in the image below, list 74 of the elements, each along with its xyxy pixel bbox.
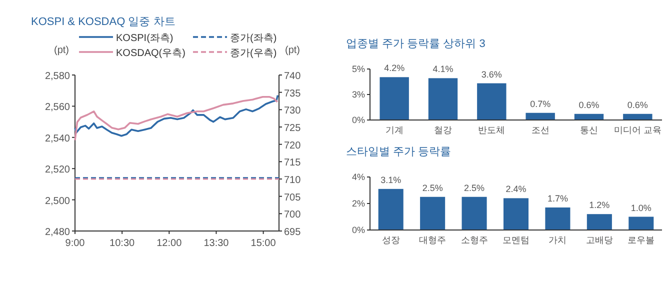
legend-label: 종가(좌측) — [230, 33, 277, 44]
bar — [623, 114, 652, 120]
bar — [462, 196, 487, 230]
y-tick-label: 2,520 — [44, 164, 70, 176]
y-tick-label: 0% — [352, 115, 365, 125]
chart-title: 스타일별 주가 등락률 — [346, 146, 452, 158]
x-tick-label: 로우볼 — [628, 235, 655, 245]
bar — [526, 112, 555, 120]
data-label: 1.2% — [589, 200, 610, 210]
data-label: 0.7% — [530, 98, 551, 109]
x-tick-label: 미디어 교육 — [614, 125, 662, 135]
bar — [477, 83, 506, 120]
bar — [378, 188, 404, 230]
y2-tick-label: 710 — [284, 175, 302, 186]
y2-tick-label: 725 — [284, 123, 302, 134]
bar — [545, 207, 570, 230]
data-label: 3.1% — [380, 174, 402, 185]
x-tick-label: 철강 — [434, 125, 452, 135]
chart-title: KOSPI & KOSDAQ 일중 차트 — [31, 16, 176, 28]
y2-tick-label: 700 — [284, 210, 302, 221]
data-label: 2.5% — [464, 182, 485, 193]
data-label: 1.0% — [630, 202, 652, 213]
bar — [503, 198, 529, 230]
y2-tick-label: 735 — [284, 88, 302, 100]
x-tick-label: 소형주 — [460, 235, 488, 245]
x-tick-label: 13:30 — [204, 238, 230, 249]
y-tick-label: 5% — [352, 64, 365, 74]
data-label: 2.4% — [506, 184, 526, 194]
data-label: 1.7% — [547, 193, 568, 204]
data-label: 0.6% — [627, 100, 648, 110]
data-label: 0.6% — [578, 100, 600, 110]
chart-title: 업종별 주가 등락률 상하위 3 — [346, 38, 486, 50]
y2-tick-label: 705 — [284, 192, 302, 204]
legend-label: 종가(우측) — [230, 48, 277, 59]
y2-tick-label: 695 — [284, 227, 302, 238]
y-tick-label: 2,560 — [44, 102, 70, 114]
y-tick-label: 2,540 — [44, 133, 70, 144]
x-tick-label: 가치 — [548, 235, 567, 245]
x-tick-label: 조선 — [531, 125, 550, 135]
y-tick-label: 2,480 — [44, 227, 70, 238]
x-tick-label: 반도체 — [478, 125, 506, 135]
bar — [428, 78, 458, 120]
y-tick-label: 0% — [352, 225, 365, 235]
x-tick-label: 고배당 — [586, 235, 613, 245]
data-label: 4.1% — [432, 64, 454, 74]
y-axis-title: (pt) — [54, 45, 69, 56]
bar — [628, 216, 654, 230]
x-tick-label: 모멘텀 — [502, 235, 530, 245]
x-tick-label: 15:00 — [250, 238, 276, 249]
bar — [420, 196, 446, 230]
y-tick-label: 2% — [352, 198, 365, 208]
x-tick-label: 12:00 — [156, 238, 182, 249]
y2-tick-label: 740 — [284, 71, 302, 82]
x-tick-label: 10:30 — [110, 238, 136, 249]
data-label: 2.5% — [422, 182, 443, 193]
x-tick-label: 기계 — [385, 125, 404, 135]
legend-label: KOSDAQ(우측) — [116, 48, 186, 59]
x-tick-label: 성장 — [382, 235, 400, 245]
bar — [586, 214, 612, 230]
x-tick-label: 9:00 — [65, 238, 86, 249]
y-tick-label: 3% — [352, 90, 365, 100]
y-tick-label: 2,500 — [44, 196, 70, 207]
y-tick-label: 4% — [352, 172, 365, 182]
y-tick-label: 2,580 — [44, 71, 70, 82]
y2-tick-label: 730 — [284, 106, 302, 117]
x-tick-label: 통신 — [580, 125, 598, 135]
y2-axis-title: (pt) — [285, 45, 300, 56]
y2-tick-label: 715 — [284, 158, 302, 169]
y2-tick-label: 720 — [284, 140, 302, 152]
legend-label: KOSPI(좌측) — [116, 33, 174, 44]
data-label: 3.6% — [481, 69, 502, 80]
bar — [380, 77, 409, 120]
data-label: 4.2% — [384, 63, 405, 74]
x-tick-label: 대형주 — [419, 235, 446, 245]
